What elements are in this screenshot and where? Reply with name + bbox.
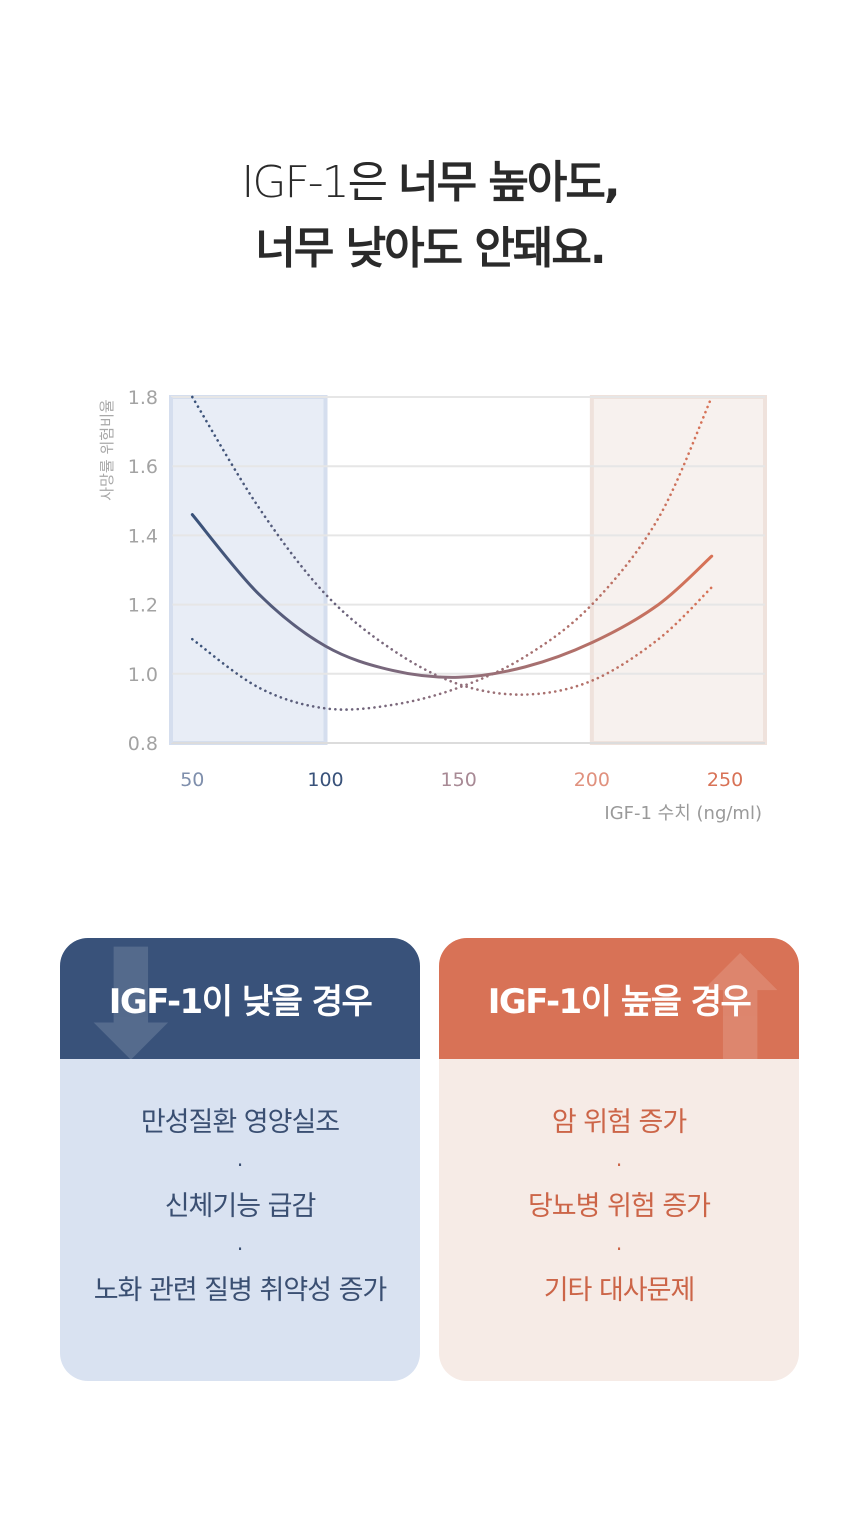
y-tick-label: 1.6	[128, 456, 158, 478]
high-range-region	[589, 395, 767, 745]
headline-bold-text: 너무 높아도,	[398, 157, 620, 208]
x-tick-label: 250	[707, 769, 743, 791]
x-tick-label: 150	[441, 769, 477, 791]
separator-dot: ·	[615, 1237, 623, 1261]
low-card-title: IGF-1이 낮을 경우	[108, 982, 373, 1022]
headline-line-1: IGF-1은 너무 높아도,	[0, 150, 860, 216]
headline: IGF-1은 너무 높아도, 너무 낮아도 안돼요.	[0, 150, 860, 282]
y-tick-label: 1.4	[128, 525, 158, 547]
confidence-bound-curve	[191, 395, 714, 711]
shaded-regions	[169, 395, 767, 745]
low-item-2: 신체기능 급감	[164, 1191, 317, 1222]
separator-dot: ·	[236, 1153, 244, 1177]
x-tick-label: 100	[307, 769, 343, 791]
arrow-down-icon: ⬇	[68, 938, 194, 1059]
hazard-ratio-curve	[190, 513, 714, 679]
y-tick-label: 0.8	[128, 733, 158, 755]
high-igf1-card: ⬆ IGF-1이 높을 경우 암 위험 증가 · 당뇨병 위험 증가 · 기타 …	[439, 938, 799, 1381]
separator-dot: ·	[236, 1237, 244, 1261]
low-item-3: 노화 관련 질병 취약성 증가	[93, 1275, 388, 1306]
headline-line-2: 너무 낮아도 안돼요.	[255, 223, 606, 274]
low-item-1: 만성질환 영양실조	[140, 1107, 340, 1138]
separator-dot: ·	[615, 1153, 623, 1177]
tick-labels: 0.8 1.0 1.2 1.4 1.6 1.8 50 100 150 200 250	[128, 387, 743, 791]
y-tick-label: 1.0	[128, 664, 158, 686]
y-axis-label: 사망률 위험비율	[98, 399, 116, 500]
low-range-region	[169, 395, 328, 745]
high-card-header: ⬆ IGF-1이 높을 경우	[439, 938, 799, 1059]
arrow-up-icon: ⬆	[677, 938, 799, 1059]
y-tick-label: 1.2	[128, 595, 158, 617]
x-axis-label: IGF-1 수치 (ng/ml)	[604, 803, 762, 824]
x-tick-label: 200	[574, 769, 610, 791]
low-card-header: ⬇ IGF-1이 낮을 경우	[60, 938, 420, 1059]
headline-light-text: IGF-1은	[241, 157, 399, 208]
high-item-1: 암 위험 증가	[551, 1107, 687, 1138]
high-card-body: 암 위험 증가 · 당뇨병 위험 증가 · 기타 대사문제	[439, 1059, 799, 1309]
low-card-body: 만성질환 영양실조 · 신체기능 급감 · 노화 관련 질병 취약성 증가	[60, 1059, 420, 1309]
low-igf1-card: ⬇ IGF-1이 낮을 경우 만성질환 영양실조 · 신체기능 급감 · 노화 …	[60, 938, 420, 1381]
igf1-risk-chart: 0.8 1.0 1.2 1.4 1.6 1.8 50 100 150 200 250 사망률 위험비…	[98, 387, 767, 824]
high-card-title: IGF-1이 높을 경우	[487, 982, 752, 1022]
x-tick-label: 50	[180, 769, 204, 791]
high-item-2: 당뇨병 위험 증가	[527, 1191, 711, 1222]
confidence-bound-curve	[191, 395, 714, 696]
series-lines	[190, 395, 714, 711]
high-item-3: 기타 대사문제	[543, 1275, 696, 1306]
y-tick-label: 1.8	[128, 387, 158, 409]
